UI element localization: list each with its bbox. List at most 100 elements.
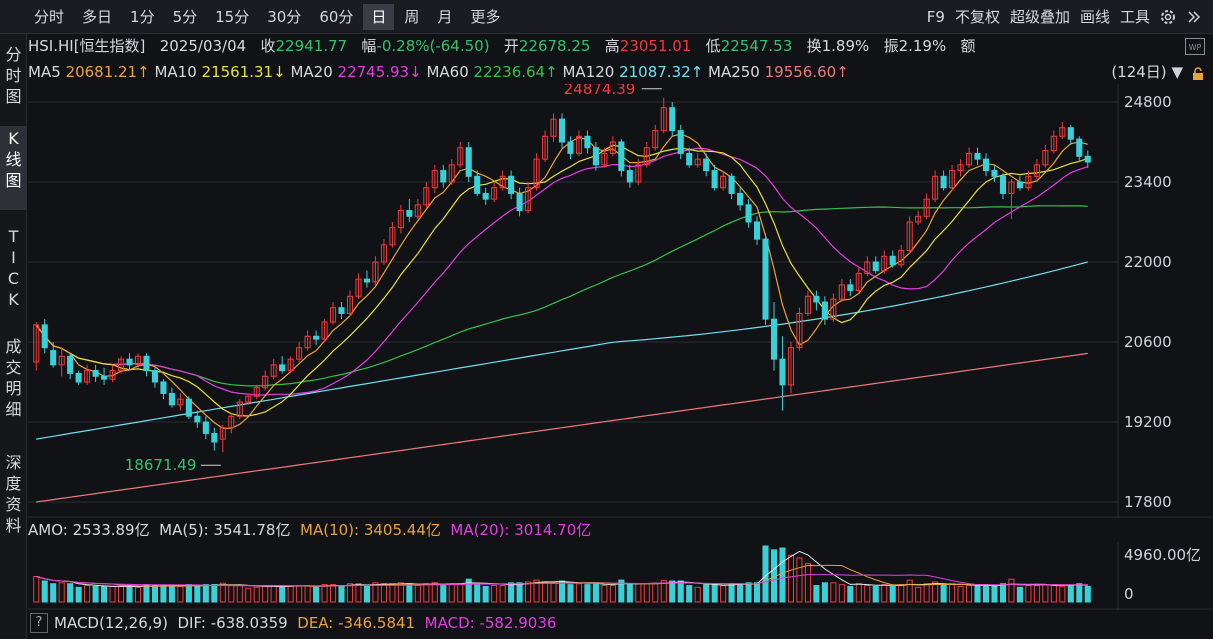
left-tab[interactable]: 深度资料 xyxy=(0,450,27,548)
volume-bar xyxy=(915,586,922,603)
f9-button[interactable]: F9 xyxy=(926,8,945,26)
period-tab[interactable]: 60分 xyxy=(319,8,354,26)
volume-bar xyxy=(669,580,676,603)
candle-body xyxy=(245,395,252,403)
lock-icon[interactable] xyxy=(1191,64,1205,88)
volume-bar xyxy=(389,583,396,603)
overlay-button[interactable]: 超级叠加 xyxy=(1009,8,1070,26)
candle-body xyxy=(601,152,608,166)
volume-bar xyxy=(932,581,939,603)
volume-bar xyxy=(329,584,337,603)
candle-body xyxy=(58,355,65,366)
turnover-label: 换 xyxy=(806,37,822,55)
candle-body xyxy=(262,375,269,389)
change-label: 幅 xyxy=(361,37,377,55)
period-tab[interactable]: 日 xyxy=(363,4,395,30)
svg-text:WP: WP xyxy=(1189,43,1202,52)
volume-bar xyxy=(245,587,252,603)
volume-bar xyxy=(1059,585,1066,603)
period-tab[interactable]: 更多 xyxy=(470,8,501,26)
volume-bar xyxy=(101,585,108,603)
candle-body xyxy=(296,347,303,360)
volume-bar xyxy=(279,585,286,603)
volume-bar xyxy=(1016,586,1023,603)
volume-bar xyxy=(898,584,905,603)
volume-bar xyxy=(414,585,421,603)
left-tab-char: C xyxy=(7,269,20,288)
volume-bar xyxy=(219,582,226,603)
candle-body xyxy=(652,130,659,149)
period-tab[interactable]: 月 xyxy=(437,8,453,26)
candle-body xyxy=(516,192,523,212)
volume-chart[interactable]: 4960.00亿 0 xyxy=(28,542,1213,614)
ma-value: 21561.31↓ xyxy=(201,63,286,81)
period-tab[interactable]: 30分 xyxy=(267,8,302,26)
y-tick-label: 20600 xyxy=(1124,333,1172,351)
left-tab[interactable]: 成交明细 xyxy=(0,334,27,436)
help-button[interactable]: ? xyxy=(30,613,48,633)
candle-body xyxy=(745,204,752,223)
high-value: 23051.01 xyxy=(619,37,692,55)
period-tab[interactable]: 分时 xyxy=(34,8,65,26)
volume-bar xyxy=(635,583,642,603)
left-tab-char: K xyxy=(8,129,19,148)
candle-body xyxy=(626,170,633,183)
adjust-select[interactable]: 不复权 xyxy=(954,8,1000,26)
period-tab[interactable]: 15分 xyxy=(215,8,250,26)
candle-body xyxy=(117,358,125,372)
candle-body xyxy=(694,158,701,166)
period-tab[interactable]: 1分 xyxy=(130,8,155,26)
candle-body xyxy=(41,324,48,349)
volume-bar xyxy=(923,583,930,603)
candle-body xyxy=(703,158,710,172)
candle-body xyxy=(592,147,599,166)
volume-bar xyxy=(262,585,269,603)
volume-bar xyxy=(838,584,845,603)
volume-bar xyxy=(957,585,964,603)
volume-bar xyxy=(346,583,354,603)
candle-body xyxy=(491,187,498,200)
ma20-line xyxy=(35,147,1088,396)
candle-body xyxy=(584,135,591,149)
kline-chart[interactable]: 24800 23400 22000 20600 19200 17800 24874.39 18… xyxy=(28,80,1213,522)
close-label: 收 xyxy=(260,37,276,55)
candle-body xyxy=(949,170,956,189)
amo-ma10: MA(10): 3405.44亿 xyxy=(300,521,441,539)
wp-icon[interactable]: WP xyxy=(1185,38,1205,63)
volume-bar xyxy=(228,585,235,603)
candle-body xyxy=(762,238,769,320)
volume-bar xyxy=(185,584,192,603)
volume-bar xyxy=(609,585,616,603)
right-tools: F9 不复权 超级叠加 画线 工具 xyxy=(922,4,1207,30)
volume-bar xyxy=(33,575,40,603)
volume-bar xyxy=(796,557,803,603)
volume-bar xyxy=(881,584,888,603)
volume-svg[interactable]: 4960.00亿 0 xyxy=(28,542,1213,610)
volume-bar xyxy=(864,585,871,603)
period-tab[interactable]: 周 xyxy=(404,8,420,26)
volume-bar xyxy=(406,584,413,603)
range-select[interactable]: (124日) ▼ xyxy=(1111,60,1183,84)
collapse-chevron-icon[interactable] xyxy=(1181,4,1207,30)
period-tab[interactable]: 5分 xyxy=(172,8,198,26)
kline-svg[interactable]: 24800 23400 22000 20600 19200 17800 24874.39 18… xyxy=(28,80,1213,518)
volume-bar xyxy=(67,583,74,603)
volume-bar xyxy=(160,585,167,603)
left-tab[interactable]: 分时图 xyxy=(0,42,27,106)
candle-body xyxy=(440,170,447,183)
volume-bar xyxy=(1042,584,1049,603)
candle-body xyxy=(643,147,650,166)
draw-line-button[interactable]: 画线 xyxy=(1079,8,1110,26)
tools-button[interactable]: 工具 xyxy=(1119,8,1150,26)
volume-bar xyxy=(151,585,159,603)
candle-body xyxy=(431,170,438,189)
candle-body xyxy=(304,335,311,349)
settings-gear-icon[interactable] xyxy=(1155,4,1181,30)
ma-label: MA120 xyxy=(562,63,615,81)
period-tab[interactable]: 多日 xyxy=(82,8,113,26)
candle-body xyxy=(737,192,744,206)
candle-body xyxy=(482,192,489,200)
